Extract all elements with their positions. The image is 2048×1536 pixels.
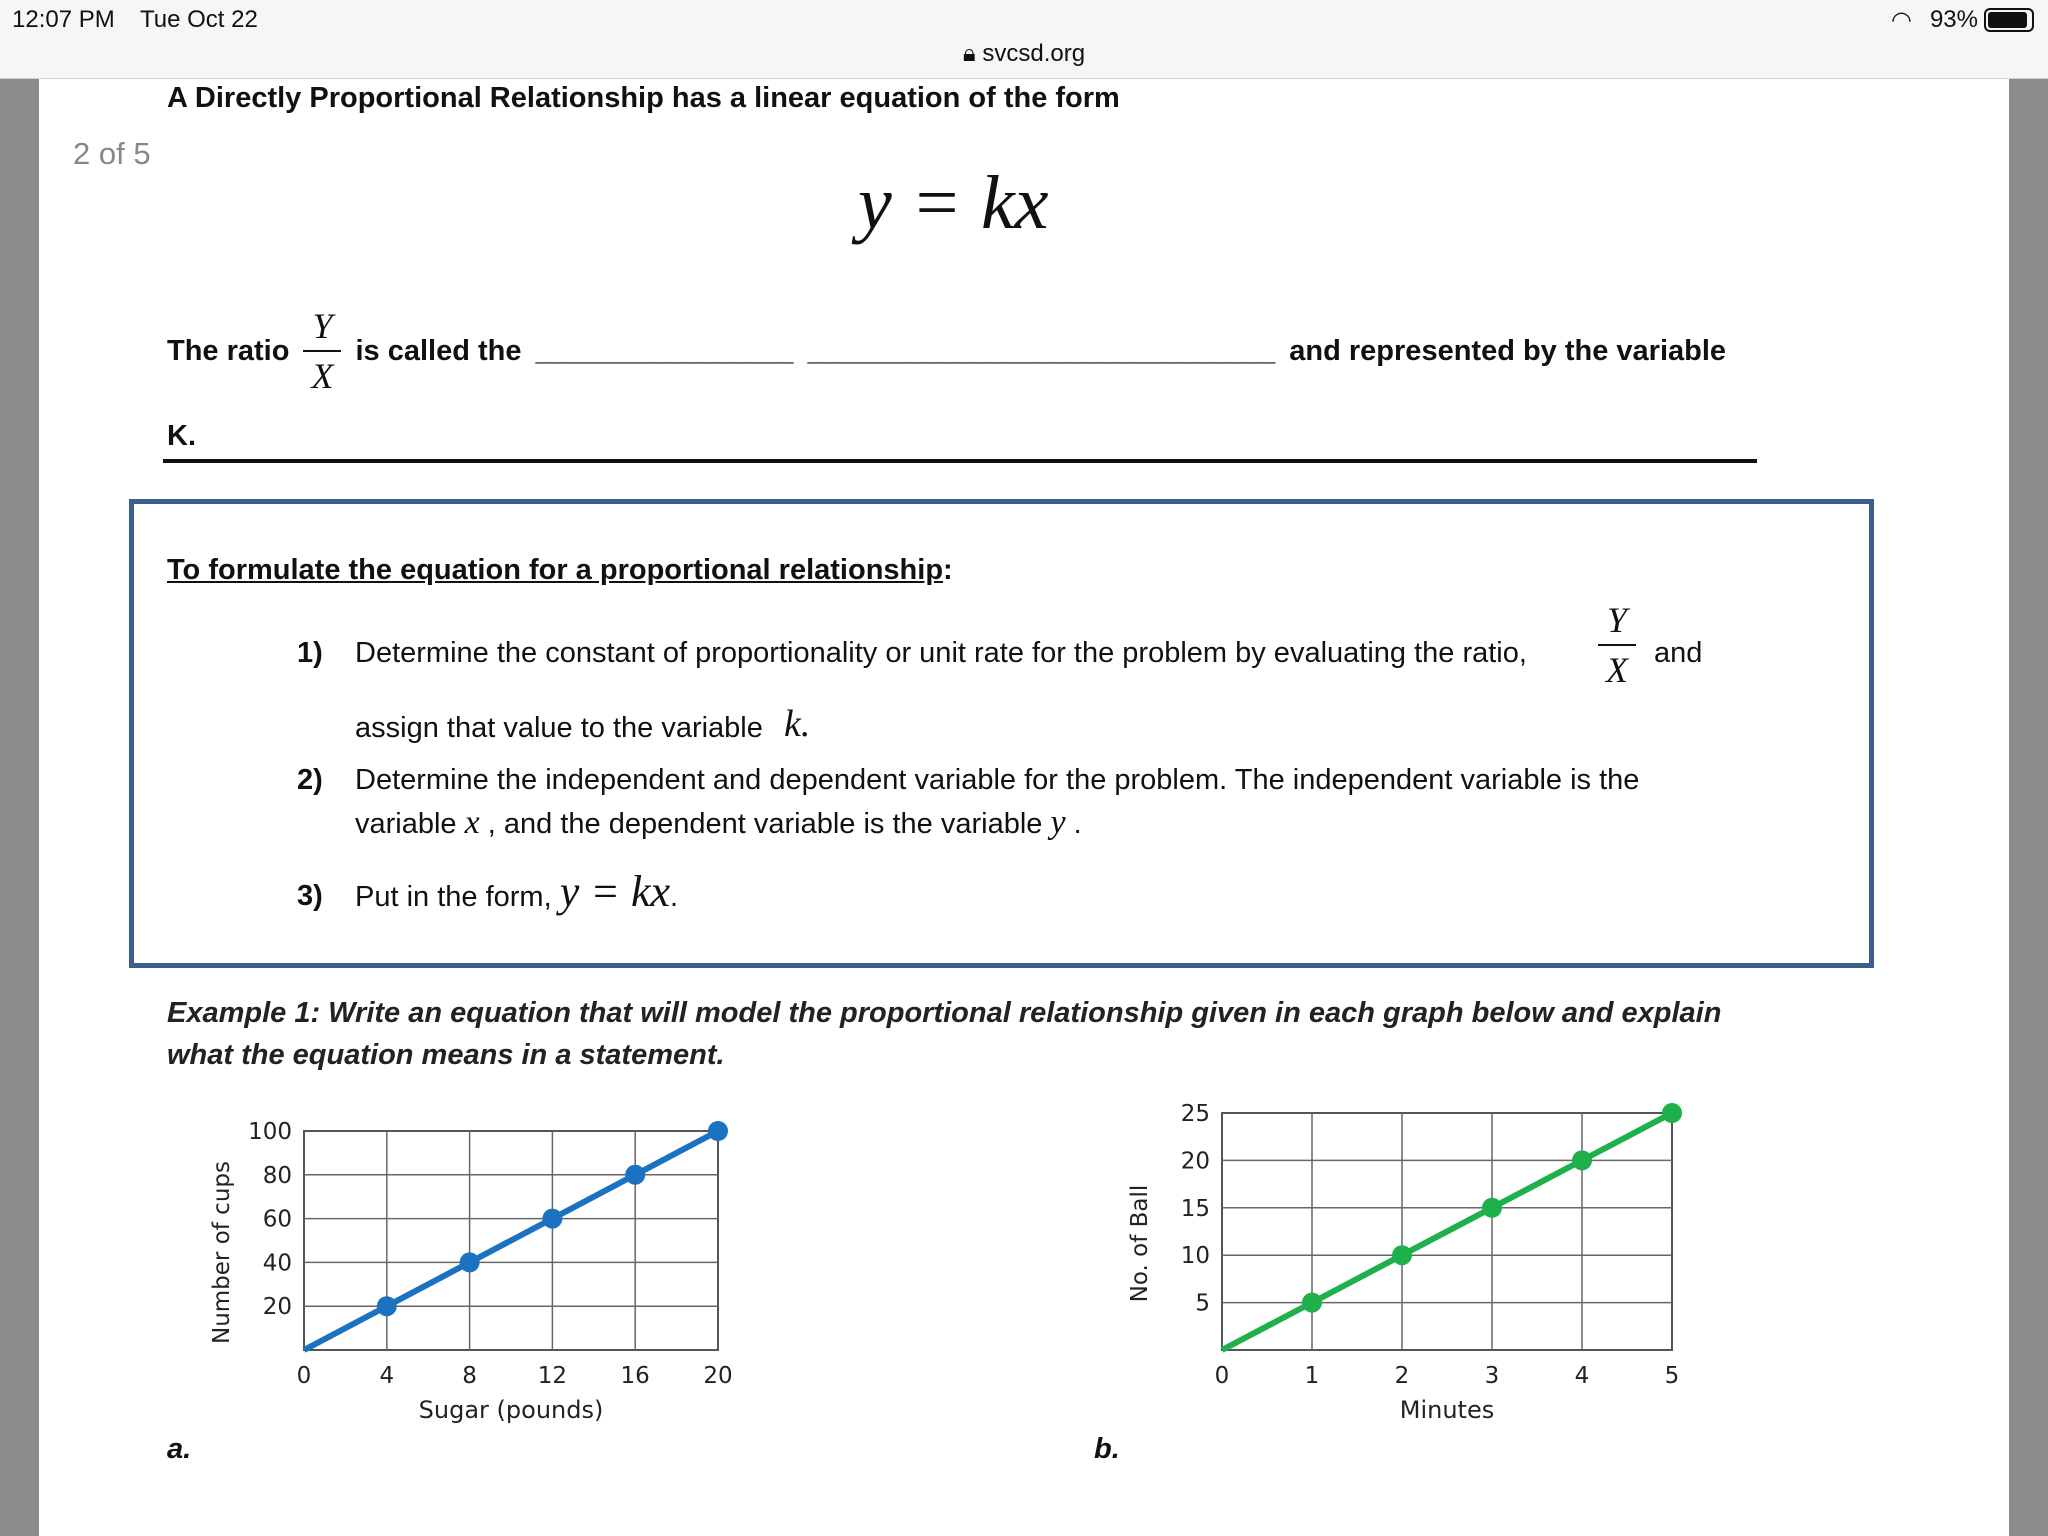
ratio-text: The ratio	[167, 334, 290, 367]
denominator: X	[311, 356, 334, 396]
battery-percent: 93%	[1929, 6, 1978, 33]
data-point	[1572, 1150, 1592, 1171]
data-point	[376, 1296, 397, 1317]
clock: 12:07 PM	[12, 6, 115, 33]
answer-blank-1[interactable]: ________________	[535, 334, 794, 367]
y-tick-label: 20	[1181, 1148, 1210, 1174]
y-tick-label: 80	[263, 1163, 292, 1189]
x-tick-label: 20	[703, 1363, 732, 1389]
y-tick-label: 100	[248, 1119, 292, 1145]
y-tick-label: 5	[1195, 1291, 1210, 1317]
step-1-and: and	[1654, 637, 1703, 669]
x-axis-label: Sugar (pounds)	[419, 1396, 604, 1424]
x-tick-label: 0	[1215, 1363, 1230, 1389]
numerator: Y	[312, 306, 333, 346]
y-tick-label: 10	[1181, 1243, 1210, 1269]
x-tick-label: 5	[1665, 1363, 1680, 1389]
x-tick-label: 4	[1575, 1363, 1590, 1389]
data-point	[1662, 1103, 1682, 1123]
x-var: x	[464, 804, 480, 841]
ratio-text-3: and represented by the variable	[1289, 334, 1727, 367]
example-line-1: Example 1: Write an equation that will m…	[167, 997, 1722, 1029]
step-1-text: Determine the constant of proportionalit…	[355, 637, 1527, 669]
status-bar: 12:07 PM Tue Oct 22 🔒︎ svcsd.org ◠ 93%	[0, 0, 2048, 79]
x-tick-label: 12	[538, 1363, 567, 1389]
series-line	[302, 1128, 720, 1353]
step-3-equation: y = kx	[559, 867, 670, 916]
t: , and the dependent variable is the vari…	[487, 808, 1043, 840]
page-indicator: 2 of 5	[73, 136, 151, 171]
box-heading: To formulate the equation for a proporti…	[167, 554, 953, 587]
data-point	[1392, 1245, 1412, 1266]
data-point	[708, 1121, 728, 1141]
data-point	[459, 1252, 480, 1273]
date: Tue Oct 22	[140, 6, 258, 33]
step-number: 1)	[297, 637, 323, 669]
y-axis-label: Number of cups	[209, 1161, 235, 1344]
intro-text: A Directly Proportional Relationship has…	[167, 82, 1120, 114]
y-tick-label: 20	[263, 1294, 292, 1320]
heading-text: To formulate the equation for a proporti…	[167, 554, 944, 586]
t: .	[1073, 808, 1082, 840]
step-2-line2: variable x , and the dependent variable …	[355, 804, 1082, 842]
x-tick-label: 1	[1305, 1363, 1320, 1389]
step-number: 2)	[297, 764, 323, 796]
step-1-var: k.	[784, 703, 811, 745]
y-axis-label: No. of Ball	[1127, 1185, 1153, 1303]
x-tick-label: 8	[462, 1363, 477, 1389]
x-tick-label: 16	[621, 1363, 650, 1389]
label-b: b.	[1094, 1433, 1120, 1465]
step-3-text: Put in the form, y = kx.	[355, 866, 678, 917]
step-2-text: Determine the independent and dependent …	[355, 764, 1640, 796]
x-tick-label: 2	[1395, 1363, 1410, 1389]
instructions-box	[129, 499, 1874, 968]
data-point	[542, 1208, 563, 1229]
lock-icon: 🔒︎	[962, 40, 983, 67]
data-point	[1482, 1197, 1502, 1218]
answer-blank-2[interactable]: _____________________________	[807, 334, 1276, 367]
y-var: y	[1050, 804, 1066, 841]
t: Put in the form,	[355, 881, 552, 913]
battery-icon	[1984, 8, 2034, 32]
x-tick-label: 3	[1485, 1363, 1500, 1389]
k-label: K.	[167, 420, 196, 452]
data-point	[1302, 1292, 1322, 1313]
label-a: a.	[167, 1433, 192, 1465]
series-line	[1220, 1110, 1674, 1353]
y-tick-label: 60	[263, 1207, 292, 1233]
address-bar[interactable]: 🔒︎ svcsd.org	[0, 40, 2048, 68]
heading-colon: :	[943, 554, 953, 586]
numerator: Y	[1606, 600, 1628, 640]
y-tick-label: 25	[1181, 1101, 1210, 1127]
x-axis-label: Minutes	[1400, 1396, 1494, 1424]
divider	[163, 459, 1757, 463]
main-equation: y = kx	[858, 161, 1049, 245]
t: variable	[355, 808, 457, 840]
wifi-icon: ◠	[1891, 7, 1912, 34]
x-tick-label: 0	[297, 1363, 312, 1389]
x-tick-label: 4	[379, 1363, 394, 1389]
step-number: 3)	[297, 880, 323, 912]
t: .	[670, 881, 679, 913]
y-tick-label: 40	[263, 1250, 292, 1276]
denominator: X	[1606, 650, 1628, 690]
step-1-line2: assign that value to the variable	[355, 712, 763, 744]
example-line-2: what the equation means in a statement.	[167, 1039, 725, 1071]
ratio-text-2: is called the	[355, 334, 522, 367]
data-point	[625, 1164, 646, 1185]
y-tick-label: 15	[1181, 1196, 1210, 1222]
url-text: svcsd.org	[982, 40, 1086, 67]
